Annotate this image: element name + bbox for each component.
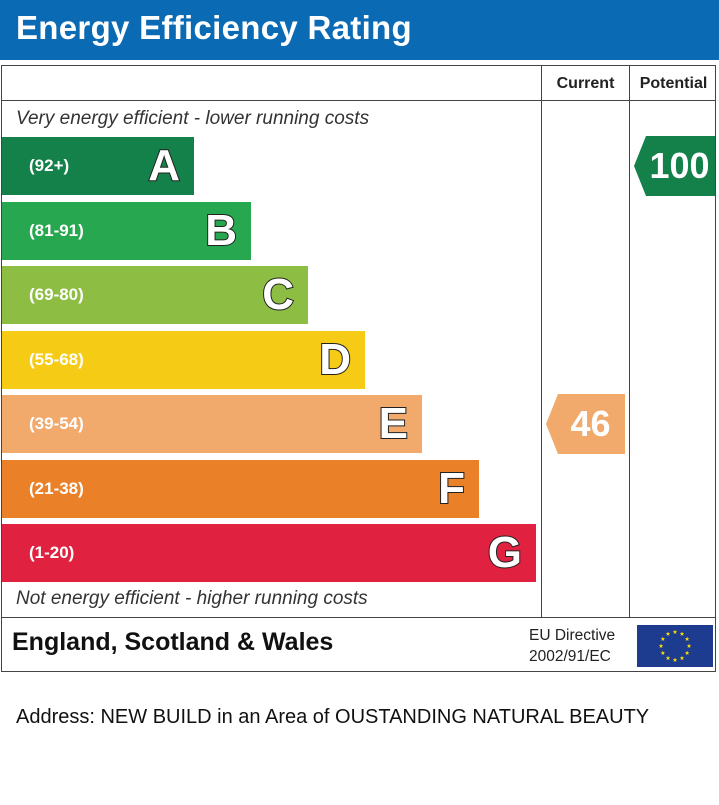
current-rating-arrow: 46 <box>546 394 625 454</box>
current-rating-value: 46 <box>570 403 611 444</box>
footer-divider <box>1 617 716 618</box>
eu-star-icon <box>665 655 671 661</box>
directive-line2: 2002/91/EC <box>529 648 611 665</box>
band-f-range: (21-38) <box>29 478 84 498</box>
band-e-letter: E <box>378 399 409 448</box>
directive-line1: EU Directive <box>529 627 616 644</box>
band-a-range: (92+) <box>29 156 70 175</box>
property-address: Address: NEW BUILD in an Area of OUSTAND… <box>16 706 650 728</box>
band-d: (55-68) D <box>2 330 365 389</box>
column-header-divider <box>1 100 716 101</box>
band-g-letter: G <box>487 528 523 577</box>
potential-rating-value: 100 <box>649 145 710 186</box>
band-g-range: (1-20) <box>29 543 75 562</box>
eu-star-icon <box>679 631 685 636</box>
potential-column-header: Potential <box>639 75 708 92</box>
band-f-letter: F <box>437 463 466 513</box>
chart-title: Energy Efficiency Rating <box>16 9 412 46</box>
top-caption: Very energy efficient - lower running co… <box>16 108 370 129</box>
rating-frame <box>1 65 716 672</box>
eu-star-icon <box>684 636 690 641</box>
band-b-letter: B <box>204 205 238 255</box>
eu-star-icon <box>658 643 664 648</box>
eu-star-icon <box>686 643 692 648</box>
band-f: (21-38) F <box>2 459 479 518</box>
header-banner: Energy Efficiency Rating <box>0 0 719 60</box>
band-e-range: (39-54) <box>29 414 84 433</box>
eu-star-icon <box>660 636 666 641</box>
current-column-header: Current <box>556 75 615 92</box>
band-a: (92+) A <box>2 137 194 195</box>
region-label: England, Scotland & Wales <box>12 628 334 656</box>
eu-star-icon <box>660 650 666 655</box>
eu-star-icon <box>684 650 690 655</box>
band-d-range: (55-68) <box>29 349 84 369</box>
eu-star-icon <box>672 657 678 662</box>
bottom-caption: Not energy efficient - higher running co… <box>16 588 368 609</box>
potential-column-divider <box>629 65 630 618</box>
eu-star-icon <box>665 631 671 636</box>
band-a-letter: A <box>147 141 181 190</box>
eu-star-icon <box>672 629 678 634</box>
band-b: (81-91) B <box>2 201 251 260</box>
potential-rating-arrow: 100 <box>634 136 715 196</box>
band-e: (39-54) E <box>2 395 422 453</box>
band-g: (1-20) G <box>2 524 536 582</box>
eu-star-icon <box>679 655 685 661</box>
band-c-letter: C <box>261 270 295 319</box>
band-c: (69-80) C <box>2 266 308 324</box>
current-column-divider <box>541 65 542 618</box>
band-b-range: (81-91) <box>29 220 84 240</box>
band-c-range: (69-80) <box>29 285 84 304</box>
band-d-letter: D <box>318 334 352 384</box>
eu-flag-icon <box>637 625 713 667</box>
